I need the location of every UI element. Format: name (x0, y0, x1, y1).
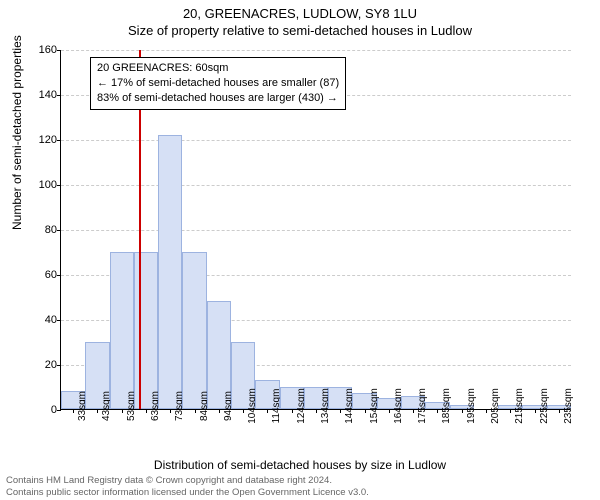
ytick-mark (57, 365, 61, 366)
xtick-mark (365, 409, 366, 413)
ytick-label: 80 (31, 224, 57, 236)
info-line-2: ← 17% of semi-detached houses are smalle… (97, 76, 339, 91)
ytick-mark (57, 50, 61, 51)
footer-line-2: Contains public sector information licen… (6, 487, 369, 498)
xtick-mark (219, 409, 220, 413)
ytick-mark (57, 410, 61, 411)
xtick-mark (122, 409, 123, 413)
y-axis-label: Number of semi-detached properties (10, 35, 24, 230)
xtick-mark (559, 409, 560, 413)
xtick-mark (170, 409, 171, 413)
xtick-mark (340, 409, 341, 413)
xtick-mark (73, 409, 74, 413)
xtick-mark (437, 409, 438, 413)
ytick-label: 0 (31, 404, 57, 416)
ytick-mark (57, 140, 61, 141)
ytick-label: 160 (31, 44, 57, 56)
ytick-mark (57, 275, 61, 276)
xtick-label: 235sqm (563, 388, 574, 424)
gridline (61, 230, 571, 231)
gridline (61, 185, 571, 186)
info-line-1: 20 GREENACRES: 60sqm (97, 61, 339, 76)
xtick-mark (267, 409, 268, 413)
histogram-bar (158, 135, 182, 410)
footer-attribution: Contains HM Land Registry data © Crown c… (6, 475, 369, 498)
histogram-bar (110, 252, 134, 410)
xtick-mark (316, 409, 317, 413)
xtick-mark (413, 409, 414, 413)
xtick-mark (462, 409, 463, 413)
ytick-mark (57, 185, 61, 186)
footer-line-1: Contains HM Land Registry data © Crown c… (6, 475, 369, 486)
info-line-3: 83% of semi-detached houses are larger (… (97, 91, 339, 106)
ytick-label: 100 (31, 179, 57, 191)
xtick-label: 195sqm (466, 388, 477, 424)
ytick-label: 60 (31, 269, 57, 281)
x-axis-label: Distribution of semi-detached houses by … (0, 458, 600, 472)
xtick-mark (243, 409, 244, 413)
ytick-mark (57, 320, 61, 321)
xtick-mark (510, 409, 511, 413)
xtick-mark (486, 409, 487, 413)
info-annotation-box: 20 GREENACRES: 60sqm ← 17% of semi-detac… (90, 57, 346, 110)
ytick-label: 40 (31, 314, 57, 326)
xtick-mark (146, 409, 147, 413)
xtick-mark (195, 409, 196, 413)
xtick-mark (535, 409, 536, 413)
gridline (61, 140, 571, 141)
chart-title-main: 20, GREENACRES, LUDLOW, SY8 1LU (0, 0, 600, 21)
ytick-label: 120 (31, 134, 57, 146)
gridline (61, 50, 571, 51)
histogram-bar (182, 252, 206, 410)
xtick-mark (292, 409, 293, 413)
ytick-label: 140 (31, 89, 57, 101)
ytick-mark (57, 95, 61, 96)
ytick-label: 20 (31, 359, 57, 371)
chart-title-sub: Size of property relative to semi-detach… (0, 21, 600, 38)
chart-area: 02040608010012014016033sqm43sqm53sqm63sq… (60, 50, 570, 410)
xtick-mark (97, 409, 98, 413)
xtick-mark (389, 409, 390, 413)
histogram-bar (134, 252, 158, 410)
ytick-mark (57, 230, 61, 231)
